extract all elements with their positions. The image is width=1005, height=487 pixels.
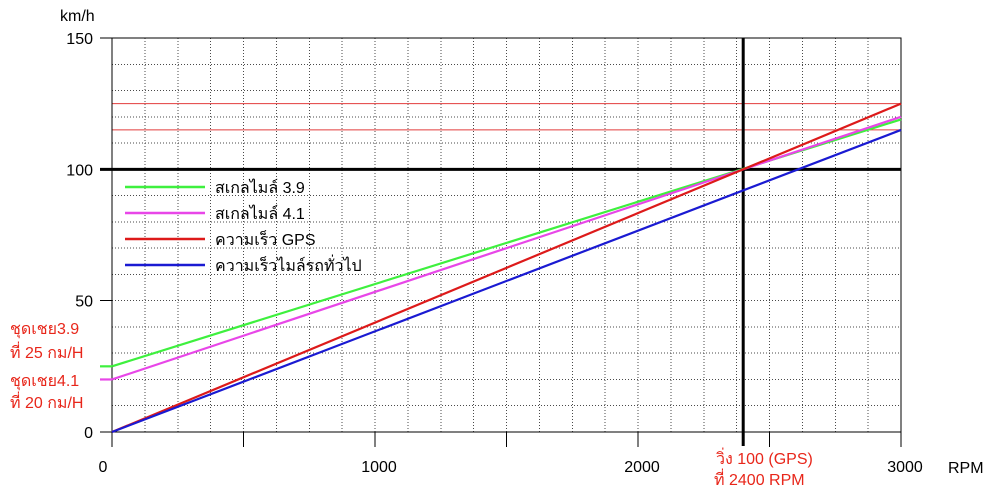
series-line [111, 115, 902, 381]
annotation-offset-3-9-line2: ที่ 25 กม/H [10, 341, 83, 362]
series-line [111, 128, 902, 434]
legend-label: ความเร็ว GPS [215, 229, 316, 249]
x-tick-label: 3000 [887, 459, 923, 476]
series-lines [100, 102, 902, 434]
annotation-crossover: วิ่ง 100 (GPS) ที่ 2400 RPM [714, 447, 813, 487]
legend-label: ความเร็วไมล์รถทั่วไป [215, 254, 362, 275]
x-tick-label: 2000 [624, 459, 660, 476]
y-tick-label: 50 [75, 294, 93, 311]
series-line [111, 102, 902, 434]
y-tick-label: 150 [66, 31, 93, 48]
x-axis-label: RPM [948, 460, 984, 477]
axes: 0 1000 2000 3000 0 50 100 150 [66, 31, 923, 476]
annotation-offset-4-1-line2: ที่ 20 กม/H [10, 391, 83, 412]
legend-item: สเกลไมล์ 3.9 [125, 178, 305, 197]
annotation-offset-4-1-line1: ชุดเชย4.1 [10, 373, 79, 391]
legend-item: ความเร็ว GPS [125, 229, 316, 249]
y-axis-label: km/h [60, 8, 95, 25]
limit-lines [112, 103, 901, 131]
legend-item: สเกลไมล์ 4.1 [125, 204, 305, 223]
legend-label: สเกลไมล์ 4.1 [215, 204, 305, 223]
x-tick-label: 1000 [361, 459, 397, 476]
annotation-offset-3-9: ชุดเชย3.9 ที่ 25 กม/H [10, 321, 83, 362]
y-tick-label: 0 [84, 425, 93, 442]
crosshair [100, 38, 901, 446]
annotation-crossover-line2: ที่ 2400 RPM [714, 468, 805, 487]
y-tick-label: 100 [66, 162, 93, 179]
legend-item: ความเร็วไมล์รถทั่วไป [125, 254, 362, 275]
annotation-crossover-line1: วิ่ง 100 (GPS) [716, 447, 813, 468]
x-tick-label: 0 [99, 459, 108, 476]
legend: สเกลไมล์ 3.9 สเกลไมล์ 4.1 ความเร็ว GPS ความ… [125, 178, 362, 275]
annotation-offset-4-1: ชุดเชย4.1 ที่ 20 กม/H [10, 373, 83, 412]
annotation-offset-3-9-line1: ชุดเชย3.9 [10, 321, 79, 339]
legend-label: สเกลไมล์ 3.9 [215, 178, 305, 197]
